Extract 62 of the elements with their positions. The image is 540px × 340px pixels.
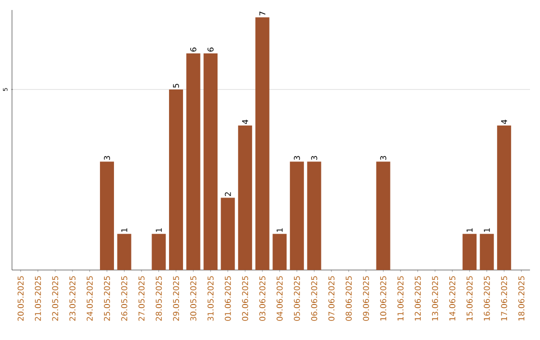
data-label: 6 xyxy=(190,48,196,52)
x-tick-label: 24.05.2025 xyxy=(86,276,93,321)
data-label: 3 xyxy=(380,156,386,160)
bar xyxy=(186,53,200,270)
x-tick-label: 26.05.2025 xyxy=(121,276,128,321)
bar xyxy=(255,17,270,270)
bar xyxy=(152,234,166,270)
bar xyxy=(169,89,184,270)
x-tick-label: 31.05.2025 xyxy=(208,276,214,321)
bar xyxy=(100,162,114,270)
bar xyxy=(290,162,304,270)
data-label: 1 xyxy=(276,228,283,232)
x-tick-label: 29.05.2025 xyxy=(173,276,180,321)
x-tick-label: 10.06.2025 xyxy=(380,276,386,320)
x-tick-label: 23.05.2025 xyxy=(69,276,76,321)
bar xyxy=(204,53,218,270)
x-tick-label: 16.06.2025 xyxy=(484,276,490,320)
data-label: 1 xyxy=(484,228,490,232)
x-tick-label: 04.06.2025 xyxy=(276,276,283,321)
data-label: 1 xyxy=(156,228,162,232)
data-label: 3 xyxy=(104,156,110,160)
x-tick-label: 11.06.2025 xyxy=(397,276,404,320)
data-label: 4 xyxy=(242,120,248,124)
data-label: 5 xyxy=(173,84,180,88)
bar xyxy=(307,162,322,270)
x-tick-label: 22.05.2025 xyxy=(52,276,58,321)
x-tick-label: 20.05.2025 xyxy=(18,276,24,321)
x-tick-label: 08.06.2025 xyxy=(346,276,352,321)
x-tick-label: 21.05.2025 xyxy=(34,276,41,321)
x-tick-label: 27.05.2025 xyxy=(138,276,145,321)
x-tick-label: 14.06.2025 xyxy=(449,276,456,320)
x-tick-label: 02.06.2025 xyxy=(242,276,248,321)
data-label: 7 xyxy=(259,12,266,16)
bar xyxy=(480,234,494,270)
x-tick-label: 18.06.2025 xyxy=(518,276,524,320)
data-label: 2 xyxy=(224,192,231,196)
bar xyxy=(117,234,132,270)
x-tick-label: 05.06.2025 xyxy=(294,276,300,321)
x-tick-label: 12.06.2025 xyxy=(414,276,421,320)
data-label: 6 xyxy=(208,48,214,52)
data-label: 3 xyxy=(311,156,318,160)
x-tick-label: 28.05.2025 xyxy=(156,276,162,321)
x-tick-label: 25.05.2025 xyxy=(104,276,110,321)
x-tick-label: 07.06.2025 xyxy=(328,276,334,321)
x-tick-label: 03.06.2025 xyxy=(259,276,266,321)
x-tick-label: 13.06.2025 xyxy=(432,276,438,320)
bar xyxy=(238,126,252,270)
bar xyxy=(497,126,512,270)
x-tick-label: 17.06.2025 xyxy=(501,276,508,320)
bar xyxy=(272,234,287,270)
data-label: 3 xyxy=(294,156,300,160)
data-label: 4 xyxy=(501,120,508,124)
x-tick-label: 30.05.2025 xyxy=(190,276,196,321)
bar xyxy=(376,162,390,270)
x-tick-label: 15.06.2025 xyxy=(466,276,473,320)
x-tick-label: 06.06.2025 xyxy=(311,276,318,321)
x-tick-label: 09.06.2025 xyxy=(362,276,369,321)
x-tick-label: 01.06.2025 xyxy=(224,276,231,321)
data-label: 1 xyxy=(466,228,472,232)
bar xyxy=(220,198,235,270)
bar xyxy=(462,234,477,270)
data-label: 1 xyxy=(121,228,128,232)
